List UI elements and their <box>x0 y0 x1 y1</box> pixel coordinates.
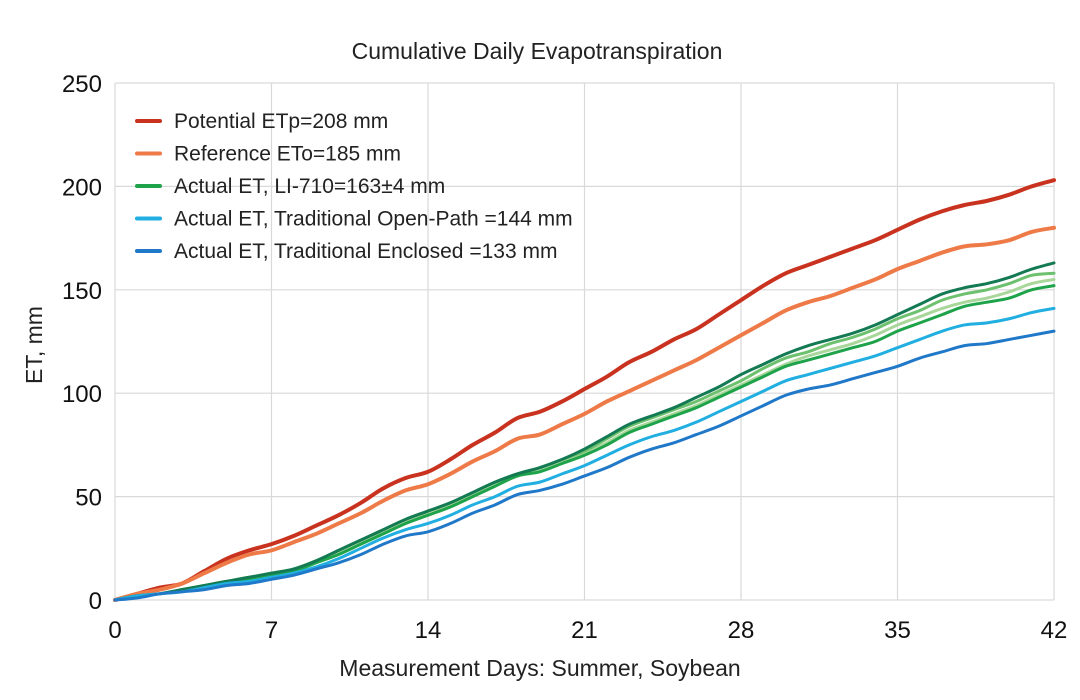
x-tick-label: 42 <box>1041 617 1068 644</box>
legend-label: Actual ET, Traditional Enclosed =133 mm <box>174 240 557 263</box>
x-tick-label: 21 <box>571 617 598 644</box>
chart-title: Cumulative Daily Evapotranspiration <box>352 38 723 64</box>
legend-label: Actual ET, Traditional Open-Path =144 mm <box>174 208 573 231</box>
y-tick-label: 150 <box>62 278 102 305</box>
legend-label: Reference ETo=185 mm <box>174 143 401 166</box>
series-line-7 <box>113 329 1056 602</box>
x-axis-label: Measurement Days: Summer, Soybean <box>339 655 740 681</box>
series-layer <box>113 178 1056 602</box>
x-tick-label: 14 <box>415 617 442 644</box>
x-tick-label: 35 <box>884 617 911 644</box>
legend-label: Potential ETp=208 mm <box>174 110 388 133</box>
x-tick-label: 28 <box>728 617 755 644</box>
y-tick-label: 50 <box>75 485 102 512</box>
series-line-1 <box>113 225 1056 602</box>
y-tick-label: 100 <box>62 381 102 408</box>
tick-labels: 0 7 14 21 28 35 42 0 50 100 150 200 250 <box>62 71 1067 644</box>
legend: Potential ETp=208 mm Reference ETo=185 mm… <box>135 110 573 263</box>
grid <box>114 82 1055 601</box>
x-tick-label: 0 <box>108 617 121 644</box>
y-tick-label: 250 <box>62 71 102 98</box>
series-line-5 <box>113 261 1056 602</box>
series-line-4 <box>113 284 1056 602</box>
y-axis-label: ET, mm <box>21 306 47 384</box>
y-tick-label: 0 <box>89 588 102 615</box>
series-line-6 <box>113 306 1056 602</box>
y-tick-label: 200 <box>62 174 102 201</box>
x-tick-label: 7 <box>265 617 278 644</box>
legend-label: Actual ET, LI-710=163±4 mm <box>174 175 445 198</box>
series-line-0 <box>113 178 1056 602</box>
